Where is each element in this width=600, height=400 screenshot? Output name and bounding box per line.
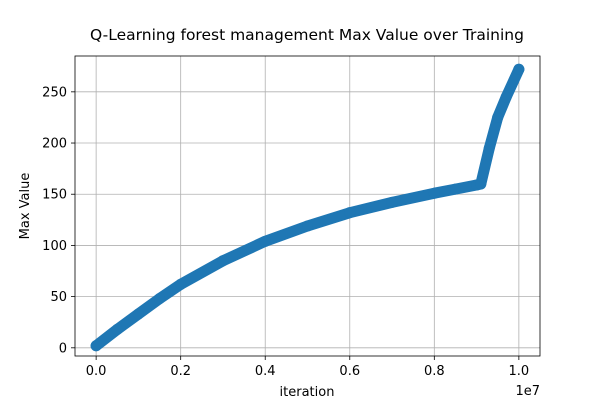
- x-axis-offset-label: 1e7: [515, 384, 540, 399]
- plot-frame: [74, 55, 541, 357]
- x-tick-label: 1.0: [509, 364, 530, 379]
- data-point: [259, 235, 271, 247]
- data-point: [154, 293, 166, 305]
- data-point: [111, 323, 123, 335]
- y-tick-label: 100: [42, 239, 67, 254]
- series-layer: [90, 63, 525, 352]
- data-point: [302, 220, 313, 232]
- y-axis: 0 50 100 150 200 250: [42, 85, 75, 356]
- y-axis-label: Max Value: [18, 173, 33, 240]
- data-point: [513, 63, 525, 75]
- data-point: [344, 207, 356, 219]
- chart-title: Q-Learning forest management Max Value o…: [90, 26, 524, 44]
- x-tick-label: 0.2: [170, 364, 191, 379]
- data-point: [175, 278, 187, 290]
- data-point: [492, 111, 504, 123]
- y-tick-label: 250: [42, 85, 67, 100]
- x-tick-label: 0.6: [339, 364, 360, 379]
- data-point: [500, 91, 512, 103]
- y-tick-label: 200: [42, 137, 67, 152]
- data-point: [90, 340, 102, 352]
- x-axis-label: iteration: [280, 385, 335, 400]
- data-point: [132, 308, 144, 320]
- y-tick-label: 50: [50, 290, 67, 305]
- data-point: [428, 187, 440, 199]
- data-point: [217, 255, 229, 267]
- x-axis: 0.0 0.2 0.4 0.6 0.8 1.0: [86, 356, 529, 379]
- y-tick-label: 0: [59, 341, 67, 356]
- y-tick-label: 150: [42, 188, 67, 203]
- data-point: [483, 142, 495, 154]
- x-tick-label: 0.0: [86, 364, 107, 379]
- series-line: [90, 63, 525, 352]
- data-point: [386, 196, 398, 208]
- data-point: [475, 178, 487, 190]
- grid: [75, 56, 540, 356]
- x-tick-label: 0.4: [255, 364, 276, 379]
- data-point: [449, 183, 461, 195]
- x-tick-label: 0.8: [424, 364, 445, 379]
